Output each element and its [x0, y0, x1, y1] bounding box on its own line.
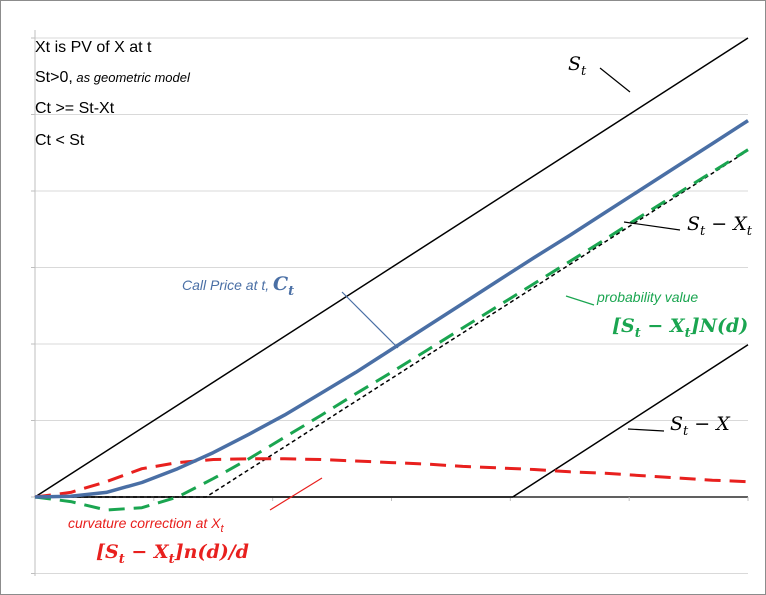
stxt-leader: [623, 221, 681, 231]
info-line-4: Ct < St: [35, 132, 85, 149]
series-line-0: [34, 37, 749, 498]
prob-label: probability value: [596, 289, 698, 305]
series-line-2: [35, 344, 749, 498]
curv-leader: [269, 477, 323, 511]
series-line-5: [34, 457, 749, 499]
st-label: St: [568, 53, 587, 79]
info-line-3: Ct >= St-Xt: [35, 100, 115, 117]
curv-label: curvature correction at Xt: [68, 515, 225, 535]
curv-formula: [St − Xt]n(d)/d: [96, 541, 249, 567]
info-line-2: St>0, as geometric model: [35, 69, 191, 86]
series-group: [34, 37, 749, 512]
stx-leader: [627, 428, 665, 432]
series-line-1: [35, 149, 749, 498]
series-line-3: [34, 119, 749, 499]
stxt-label: St − Xt: [687, 213, 753, 239]
gridlines: [31, 37, 749, 574]
stx-label: St − X: [670, 413, 731, 439]
prob-leader: [565, 295, 595, 306]
call-leader: [341, 291, 399, 349]
prob-formula: [St − Xt]N(d): [612, 315, 748, 341]
call-label: Call Price at t, Ct: [182, 273, 294, 299]
info-line-1: Xt is PV of X at t: [35, 39, 152, 56]
st-leader: [599, 67, 631, 93]
